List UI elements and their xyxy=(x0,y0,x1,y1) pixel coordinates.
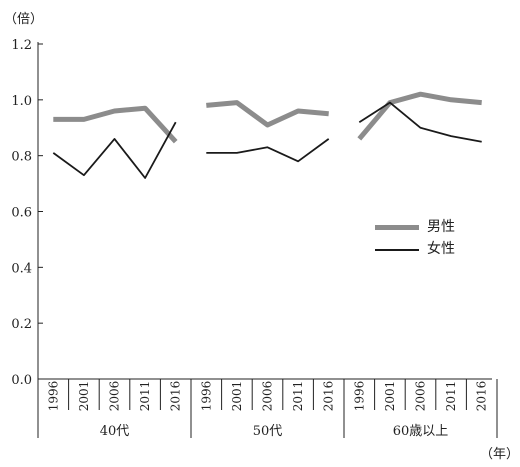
x-tick-label: 2006 xyxy=(414,381,428,412)
legend: 男性 女性 xyxy=(369,211,469,263)
x-tick-label: 2011 xyxy=(444,381,458,412)
y-tick-label: 0.4 xyxy=(11,261,32,276)
x-tick-label: 1996 xyxy=(46,381,60,412)
series-lines xyxy=(52,91,482,179)
x-tick-label: 2001 xyxy=(77,381,91,412)
group-label: 40代 xyxy=(100,424,130,439)
x-tick-label: 2001 xyxy=(230,381,244,412)
legend-swatch-male xyxy=(375,225,419,230)
y-tick-label: 0.2 xyxy=(11,317,32,332)
x-tick-label: 1996 xyxy=(352,381,366,412)
y-tick-label: 1.0 xyxy=(11,94,32,109)
y-unit-label: （倍） xyxy=(4,12,43,27)
y-tick-label: 1.2 xyxy=(11,38,32,53)
x-tick-label: 2016 xyxy=(169,381,183,412)
x-tick-label: 2016 xyxy=(475,381,489,412)
legend-swatch-female xyxy=(375,249,419,251)
series-line-female xyxy=(206,138,330,163)
x-tick-label: 2001 xyxy=(383,381,397,412)
group-label: 60歳以上 xyxy=(393,424,449,439)
x-tick-label: 1996 xyxy=(199,381,213,412)
legend-item-male: 男性 xyxy=(369,217,469,237)
x-tick-label: 2006 xyxy=(108,381,122,412)
legend-item-female: 女性 xyxy=(369,239,469,259)
series-line-female xyxy=(358,101,482,143)
y-tick-label: 0.8 xyxy=(11,150,32,165)
y-tick-label: 0.0 xyxy=(11,373,32,388)
group-label: 50代 xyxy=(253,424,283,439)
x-tick-label: 2006 xyxy=(261,381,275,412)
x-tick-label: 2016 xyxy=(322,381,336,412)
x-tick-label: 2011 xyxy=(291,381,305,412)
axes xyxy=(37,42,498,438)
series-line-female xyxy=(52,121,177,179)
legend-label-male: 男性 xyxy=(427,219,455,235)
legend-label-female: 女性 xyxy=(427,241,455,257)
series-line-male xyxy=(53,105,178,144)
x-unit-label: （年） xyxy=(480,447,519,462)
series-line-male xyxy=(206,100,329,128)
series-line-male xyxy=(357,91,482,141)
y-tick-label: 0.6 xyxy=(11,206,32,221)
x-tick-label: 2011 xyxy=(138,381,152,412)
tick-labels: 0.0 0.2 0.4 0.6 0.8 1.0 1.2 （倍） （年） 1996 2001 2006 2… xyxy=(4,12,519,462)
